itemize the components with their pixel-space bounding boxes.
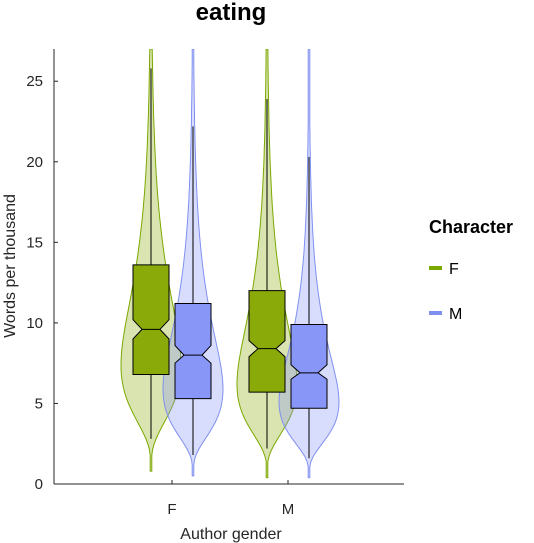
legend-label-F: F <box>449 261 459 278</box>
plot-area <box>120 49 340 479</box>
y-tick-label: 25 <box>26 73 43 90</box>
y-tick-label: 15 <box>26 234 43 251</box>
legend-title: Character <box>429 217 513 237</box>
axes: 0 5 10 15 20 25 F M <box>26 49 404 518</box>
y-tick-label: 20 <box>26 154 43 171</box>
x-tick-label: M <box>282 501 295 518</box>
box-F-M <box>248 290 286 393</box>
x-axis-title: Author gender <box>180 526 282 543</box>
box-M-F <box>174 303 212 400</box>
y-tick-label: 10 <box>26 315 43 332</box>
legend-label-M: M <box>449 306 462 323</box>
y-tick-label: 5 <box>35 395 43 412</box>
legend: Character F M <box>429 217 513 323</box>
y-tick-label: 0 <box>35 476 43 493</box>
x-tick-label: F <box>167 501 176 518</box>
box-M-M <box>290 324 328 409</box>
box-F-F <box>132 264 170 375</box>
y-axis-title: Words per thousand <box>2 194 19 338</box>
chart-title: eating <box>196 0 267 26</box>
